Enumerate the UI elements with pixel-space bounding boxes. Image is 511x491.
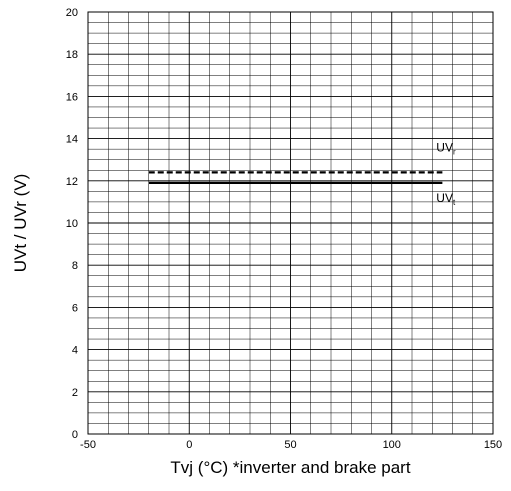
plot-area — [87, 11, 494, 435]
y-tick-label: 20 — [66, 7, 78, 19]
y-axis-label: UVt / UVr (V) — [11, 174, 30, 273]
y-tick-label: 16 — [66, 91, 78, 103]
x-tick-label: 0 — [186, 439, 192, 451]
y-tick-label: 10 — [66, 218, 78, 230]
x-tick-label: 100 — [383, 439, 401, 451]
y-tick-label: 18 — [66, 49, 78, 61]
y-tick-label: 4 — [72, 345, 78, 357]
x-tick-label: 50 — [284, 439, 296, 451]
grid — [87, 11, 494, 435]
y-tick-label: 0 — [72, 429, 78, 441]
y-tick-label: 12 — [66, 176, 78, 188]
series: UVr UVt — [148, 140, 456, 207]
series-label-uvt: UVt — [436, 191, 456, 207]
x-axis-label: Tvj (°C) *inverter and brake part — [170, 458, 410, 477]
x-tick-label: -50 — [80, 439, 96, 451]
series-label-uvr: UVr — [436, 140, 456, 156]
y-tick-label: 8 — [72, 260, 78, 272]
y-tick-label: 14 — [66, 134, 78, 146]
x-tick-label: 150 — [484, 439, 502, 451]
y-tick-label: 2 — [72, 387, 78, 399]
y-tick-label: 6 — [72, 302, 78, 314]
